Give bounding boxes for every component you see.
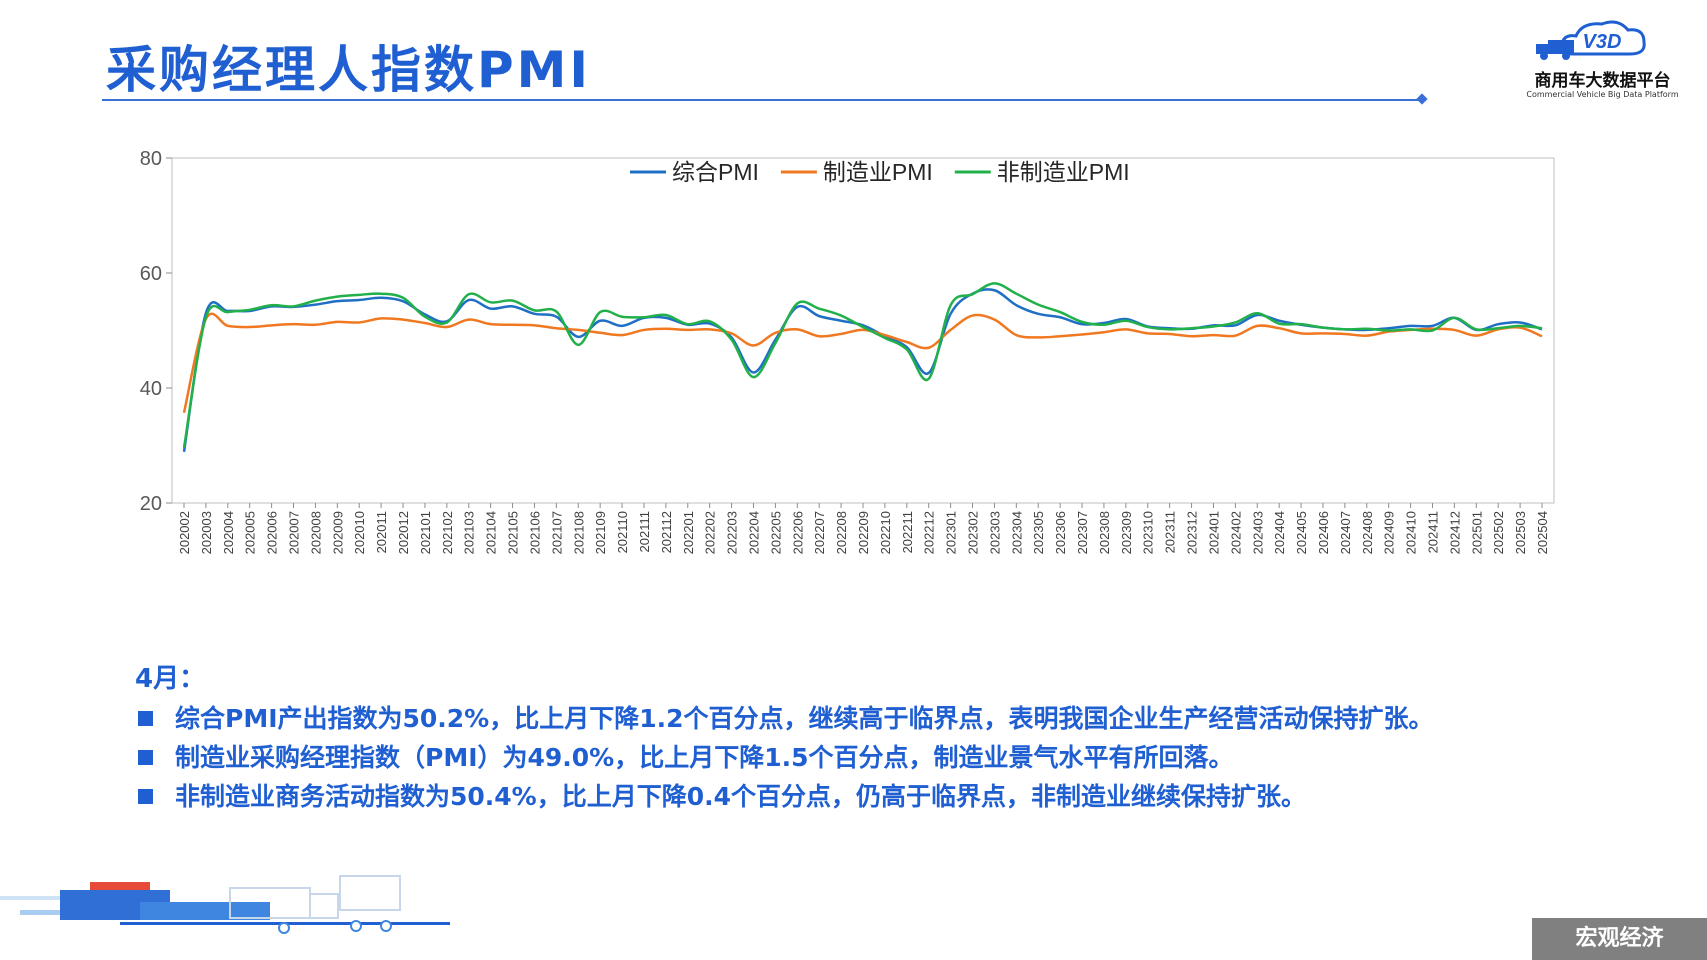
x-tick-label: 202010 (352, 511, 367, 554)
y-tick-label: 40 (140, 378, 162, 400)
x-tick-label: 202207 (812, 511, 827, 554)
x-tick-label: 202211 (900, 511, 915, 553)
x-tick-label: 202212 (922, 511, 937, 554)
notes-heading: 4月： (135, 664, 206, 694)
series-line-制造业PMI (182, 312, 1543, 414)
x-tick-label: 202104 (484, 511, 499, 554)
notes-list: 综合PMI产出指数为50.2%，比上月下降1.2个百分点，继续高于临界点，表明我… (135, 699, 1675, 816)
x-tick-label: 202306 (1053, 511, 1068, 554)
note-text-non-manufacturing: 非制造业商务活动指数为50.4%，比上月下降0.4个百分点，仍高于临界点，非制造… (175, 782, 1307, 811)
x-tick-label: 202205 (768, 511, 783, 554)
x-tick-label: 202411 (1425, 511, 1440, 553)
x-tick-label: 202312 (1185, 511, 1200, 554)
x-tick-label: 202501 (1469, 511, 1484, 554)
logo-chinese-name: 商用车大数据平台 (1534, 71, 1671, 91)
x-tick-label: 202504 (1535, 511, 1550, 554)
y-tick-label: 20 (140, 493, 162, 515)
x-tick-label: 202108 (571, 511, 586, 554)
x-tick-label: 202405 (1294, 511, 1309, 554)
list-item: 综合PMI产出指数为50.2%，比上月下降1.2个百分点，继续高于临界点，表明我… (135, 699, 1675, 738)
logo-english-name: Commercial Vehicle Big Data Platform (1526, 90, 1679, 99)
x-tick-label: 202203 (725, 511, 740, 554)
logo-mark-text: V3D (1583, 31, 1622, 53)
title-divider (102, 99, 1424, 101)
x-tick-label: 202005 (243, 511, 258, 554)
x-tick-label: 202012 (396, 511, 411, 554)
x-tick-label: 202305 (1031, 511, 1046, 554)
truck-cloud-logo-icon: V3D (1536, 20, 1646, 60)
x-tick-label: 202109 (593, 511, 608, 554)
x-tick-label: 202406 (1316, 511, 1331, 554)
x-tick-label: 202303 (987, 511, 1002, 554)
x-tick-label: 202502 (1491, 511, 1506, 554)
y-tick-label: 60 (140, 263, 162, 285)
x-tick-label: 202209 (856, 511, 871, 554)
x-tick-label: 202308 (1097, 511, 1112, 554)
square-bullet-icon (138, 789, 153, 804)
x-tick-label: 202107 (549, 511, 564, 554)
x-tick-label: 202106 (527, 511, 542, 554)
x-tick-label: 202007 (287, 511, 302, 554)
x-tick-label: 202110 (615, 511, 630, 553)
x-tick-label: 202412 (1447, 511, 1462, 554)
x-tick-label: 202003 (199, 511, 214, 554)
note-text-composite: 综合PMI产出指数为50.2%，比上月下降1.2个百分点，继续高于临界点，表明我… (175, 704, 1434, 733)
x-tick-label: 202009 (330, 511, 345, 554)
x-tick-label: 202311 (1163, 511, 1178, 553)
x-tick-label: 202307 (1075, 511, 1090, 554)
x-tick-label: 202101 (418, 511, 433, 554)
trucks-decoration-icon (0, 875, 450, 934)
x-tick-label: 202407 (1338, 511, 1353, 554)
x-tick-label: 202309 (1119, 511, 1134, 554)
x-tick-label: 202208 (834, 511, 849, 554)
square-bullet-icon (138, 711, 153, 726)
divider-end-marker (1416, 93, 1428, 105)
x-tick-label: 202201 (681, 511, 696, 554)
x-tick-label: 202202 (703, 511, 718, 554)
legend-label: 制造业PMI (823, 159, 933, 185)
legend-label: 综合PMI (672, 159, 759, 185)
x-tick-label: 202301 (944, 511, 959, 554)
x-tick-label: 202409 (1382, 511, 1397, 554)
x-tick-label: 202002 (177, 511, 192, 554)
x-tick-label: 202102 (440, 511, 455, 554)
x-tick-label: 202111 (637, 511, 652, 552)
series-line-综合PMI (182, 288, 1543, 453)
note-text-manufacturing: 制造业采购经理指数（PMI）为49.0%，比上月下降1.5个百分点，制造业景气水… (175, 743, 1234, 772)
list-item: 非制造业商务活动指数为50.4%，比上月下降0.4个百分点，仍高于临界点，非制造… (135, 777, 1675, 816)
page-title: 采购经理人指数PMI (106, 41, 592, 99)
square-bullet-icon (138, 750, 153, 765)
x-tick-label: 202310 (1141, 511, 1156, 554)
x-tick-label: 202403 (1250, 511, 1265, 554)
x-tick-label: 202006 (265, 511, 280, 554)
series-line-非制造业PMI (182, 282, 1543, 449)
x-tick-label: 202011 (374, 511, 389, 553)
x-tick-label: 202105 (506, 511, 521, 554)
x-tick-label: 202410 (1404, 511, 1419, 554)
section-tag: 宏观经济 (1532, 918, 1707, 960)
x-tick-label: 202210 (878, 511, 893, 554)
x-tick-label: 202302 (966, 511, 981, 554)
notes-panel: 4月： 综合PMI产出指数为50.2%，比上月下降1.2个百分点，继续高于临界点… (135, 658, 1675, 816)
legend-label: 非制造业PMI (997, 159, 1130, 185)
x-tick-label: 202004 (221, 511, 236, 554)
x-tick-label: 202401 (1206, 511, 1221, 554)
x-tick-label: 202008 (308, 511, 323, 554)
x-tick-label: 202103 (462, 511, 477, 554)
pmi-line-chart: 20 40 60 80 202002 202003 202004 202005 202006 20… (140, 148, 1555, 554)
x-tick-label: 202112 (659, 511, 674, 553)
x-tick-label: 202204 (746, 511, 761, 554)
list-item: 制造业采购经理指数（PMI）为49.0%，比上月下降1.5个百分点，制造业景气水… (135, 738, 1675, 777)
x-tick-label: 202402 (1228, 511, 1243, 554)
x-tick-label: 202206 (790, 511, 805, 554)
x-tick-label: 202408 (1360, 511, 1375, 554)
x-tick-label: 202404 (1272, 511, 1287, 554)
platform-logo: V3D 商用车大数据平台 Commercial Vehicle Big Data… (1510, 14, 1695, 104)
y-tick-label: 80 (140, 148, 162, 170)
x-tick-label: 202503 (1513, 511, 1528, 554)
x-tick-label: 202304 (1009, 511, 1024, 554)
